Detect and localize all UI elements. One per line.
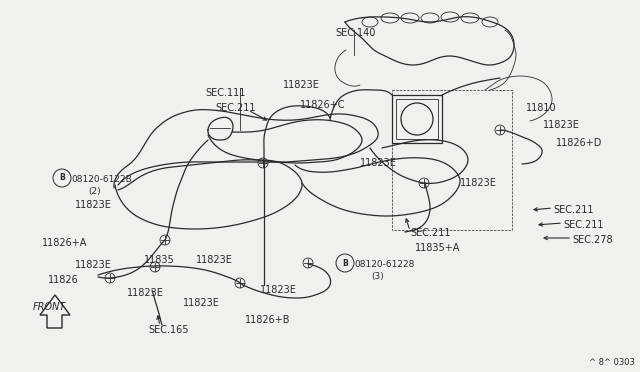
Text: SEC.211: SEC.211 (563, 220, 604, 230)
Text: 11826+C: 11826+C (300, 100, 346, 110)
Text: 11823E: 11823E (127, 288, 164, 298)
Text: 11835+A: 11835+A (415, 243, 460, 253)
Text: ^ 8^ 0303: ^ 8^ 0303 (589, 358, 635, 367)
Text: 11810: 11810 (526, 103, 557, 113)
Text: 11826: 11826 (48, 275, 79, 285)
Bar (392, 95, 442, 143)
Text: 11826+A: 11826+A (42, 238, 88, 248)
Text: SEC.211: SEC.211 (410, 228, 451, 238)
Text: 08120-6122B: 08120-6122B (71, 175, 132, 184)
Text: SEC.211: SEC.211 (215, 103, 255, 113)
Text: 11823E: 11823E (260, 285, 297, 295)
Text: SEC.165: SEC.165 (148, 325, 189, 335)
Text: SEC.278: SEC.278 (572, 235, 612, 245)
Text: 11823E: 11823E (460, 178, 497, 188)
Text: 11823E: 11823E (283, 80, 320, 90)
Text: 11826+B: 11826+B (245, 315, 291, 325)
Text: B: B (342, 259, 348, 267)
Text: SEC.211: SEC.211 (553, 205, 593, 215)
Text: 11823E: 11823E (543, 120, 580, 130)
Text: FRONT: FRONT (33, 302, 67, 312)
Bar (392, 90, 512, 230)
Text: 11823E: 11823E (360, 158, 397, 168)
Text: (3): (3) (371, 272, 384, 281)
Text: SEC.111: SEC.111 (205, 88, 245, 98)
Text: 08120-61228: 08120-61228 (354, 260, 414, 269)
Text: 11835: 11835 (144, 255, 175, 265)
Bar (396, 99, 438, 139)
Text: (2): (2) (88, 187, 100, 196)
Text: SEC.140: SEC.140 (335, 28, 376, 38)
Text: 11823E: 11823E (75, 260, 112, 270)
Text: 11823E: 11823E (75, 200, 112, 210)
Text: 11823E: 11823E (183, 298, 220, 308)
Text: 11823E: 11823E (196, 255, 233, 265)
Text: B: B (59, 173, 65, 183)
Text: 11826+D: 11826+D (556, 138, 602, 148)
